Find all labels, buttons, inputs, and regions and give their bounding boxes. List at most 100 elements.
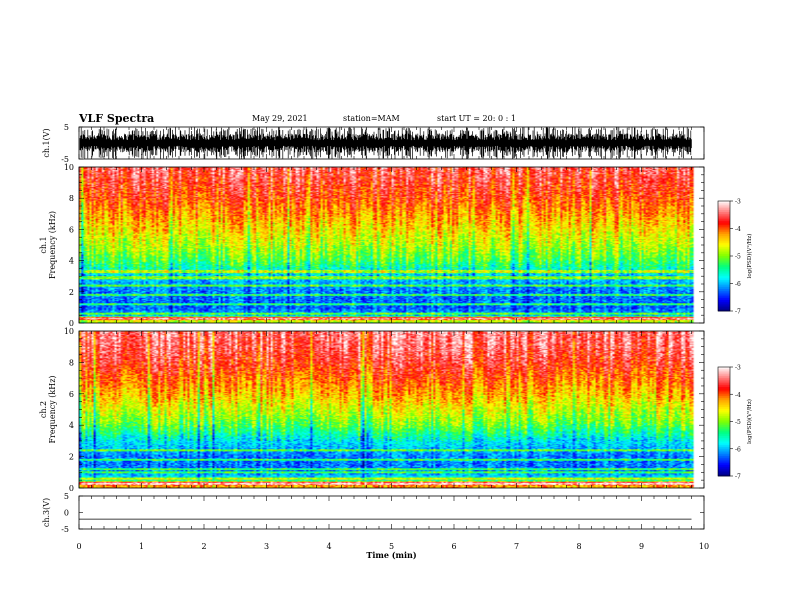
cbar1-swatch [718,259,730,262]
cbar1-tick-label: -7 [735,309,741,316]
cbar2-swatch [718,428,730,431]
ch1-spec-ytick-label: 8 [69,194,74,203]
cbar2-swatch [718,394,730,397]
cbar2-swatch [718,414,730,417]
cbar1-swatch [718,292,730,295]
cbar1-swatch [718,215,730,218]
time-tick-label: 10 [699,542,709,551]
ch2-spec-ytick-label: 8 [69,358,74,367]
time-tick-label: 5 [389,542,394,551]
cbar1-swatch [718,290,730,294]
cbar2-swatch [718,370,730,373]
ch1-ytick-label: 5 [64,123,69,132]
ch1-spec-ytick-label: 6 [69,225,74,234]
ch2-spec-ytick-label: 0 [69,484,74,493]
cbar1-swatch [718,270,730,273]
cbar1-swatch [718,294,730,297]
cbar2-swatch [718,379,730,382]
ch2-spec-ylabel: Frequency (kHz) [48,375,57,443]
ch3-ylabel: ch.3(V) [42,498,51,527]
cbar1-swatch [718,230,730,233]
cbar1-swatch [718,243,730,246]
cbar1-tick-label: -5 [735,254,741,261]
cbar1-swatch [718,208,730,211]
ch1-spec-ylabel: Frequency (kHz) [48,211,57,279]
cbar1-swatch [718,303,730,306]
cbar2-swatch [718,436,730,439]
cbar1-swatch [718,285,730,288]
ch1-waveform-panel: 5 -5 ch.1(V) [42,123,705,164]
cbar1-swatch [718,217,730,220]
cbar1-swatch [718,204,730,207]
cbar1-swatch [718,232,730,235]
cbar2-swatch [718,374,730,377]
cbar2-swatch [718,459,730,462]
cbar1-swatch [718,261,730,264]
date-label: May 29, 2021 [252,114,308,123]
cbar1-swatch [718,213,730,217]
time-tick-label: 7 [514,542,519,551]
cbar2-swatch [718,367,730,370]
cbar1-swatch [718,210,730,213]
cbar1-swatch [718,237,730,240]
chart-title: VLF Spectra [79,112,155,125]
cbar2-swatch [718,441,730,444]
cbar2-swatch [718,372,730,375]
ch2-spec-ytick-label: 10 [64,327,74,336]
cbar2-swatch [718,463,730,466]
cbar1-swatch [718,307,730,310]
cbar1-swatch [718,265,730,268]
ch3-ytick-label: -5 [61,525,69,534]
cbar1-swatch [718,254,730,257]
cbar2-swatch [718,392,730,395]
ch3-ytick-label: 5 [64,492,69,501]
start-time-label: start UT = 20: 0 : 1 [437,114,516,123]
cbar2-swatch [718,397,730,401]
cbar2-swatch [718,426,730,430]
cbar2-swatch [718,408,730,411]
cbar2-swatch [718,461,730,464]
cbar1-swatch [718,252,730,255]
cbar1-swatch [718,246,730,250]
cbar1-swatch [718,221,730,224]
cbar2-swatch [718,474,730,477]
time-axis: 0 1 2 3 4 5 6 7 8 9 10 Time (min) [76,542,709,560]
cbar2-swatch [718,388,730,392]
cbar1-swatch [718,235,730,239]
cbar1-swatch [718,245,730,248]
cbar1-tick-label: -6 [735,281,741,288]
cbar2-swatch [718,450,730,453]
cbar2-label: log(PSD)(V²/Hz) [746,399,753,444]
cbar2-tick-label: -4 [735,392,741,399]
cbar2-swatch [718,439,730,442]
cbar1-swatch [718,298,730,301]
time-tick-label: 2 [201,542,206,551]
ch2-colorbar: -3 -4 -5 -6 -7 log(PSD)(V²/Hz) [717,365,753,481]
cbar2-swatch [718,445,730,448]
cbar2-swatch [718,421,730,424]
cbar1-swatch [718,268,730,272]
ch2-spec-ylabel-channel: ch.2 [39,401,48,418]
cbar2-swatch [718,403,730,406]
cbar2-tick-label: -7 [735,474,741,481]
cbar2-swatch [718,470,730,473]
cbar1-swatch [718,202,730,206]
cbar1-swatch [718,274,730,277]
time-tick-label: 1 [139,542,144,551]
cbar2-swatch [718,446,730,450]
cbar2-swatch [718,383,730,386]
ch1-spec-ytick-label: 10 [64,163,74,172]
time-axis-label: Time (min) [366,550,416,560]
cbar1-swatch [718,305,730,308]
ch1-ylabel: ch.1(V) [42,128,51,157]
cbar1-swatch [718,239,730,242]
cbar2-swatch [718,425,730,428]
cbar1-swatch [718,234,730,237]
cbar1-swatch [718,296,730,299]
cbar1-swatch [718,228,730,231]
ch1-spec-ytick-label: 0 [69,319,74,328]
cbar2-swatch [718,405,730,408]
time-tick-label: 0 [76,542,81,551]
time-tick-label: 9 [639,542,644,551]
time-tick-label: 8 [576,542,581,551]
